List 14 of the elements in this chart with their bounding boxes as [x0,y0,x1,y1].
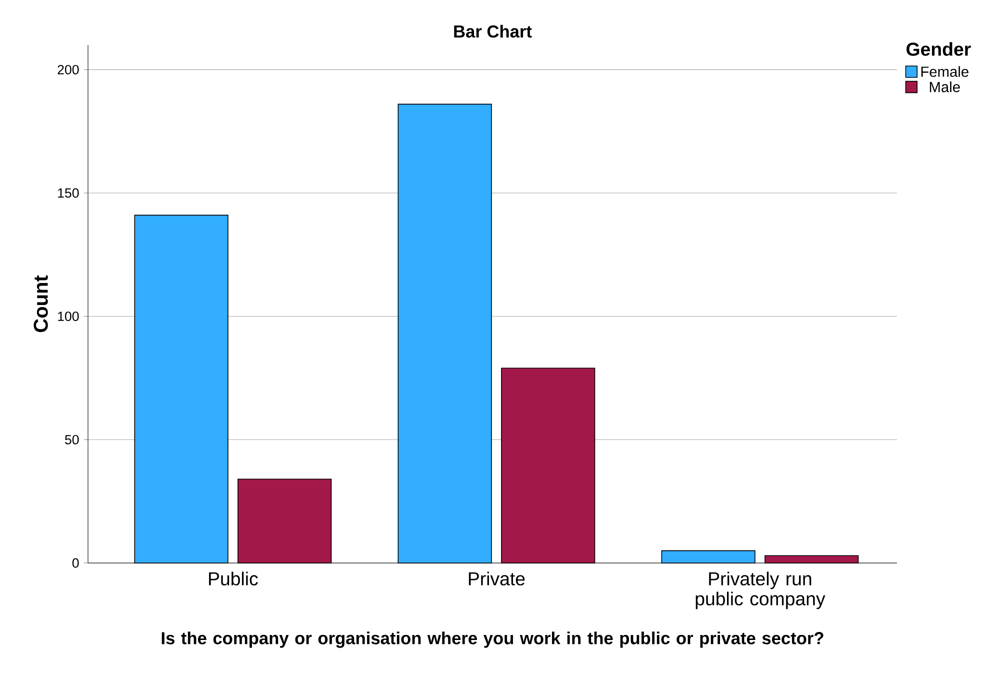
y-tick-label: 200 [58,64,79,74]
x-axis-title: Is the company or organisation where you work in the public or private sector? [162,632,824,648]
x-tick-label: Private [468,572,525,586]
x-tick-label: Privately run public company [696,572,826,610]
y-tick-label: 0 [72,558,79,568]
y-tick-label: 100 [58,312,79,322]
y-tick-label: 50 [65,434,79,444]
x-tick-label: Public [209,572,258,586]
legend-label: Male [930,81,960,92]
y-tick-label: 150 [58,188,79,198]
legend-label: Female [921,66,968,77]
legend-title: Gender [906,42,971,56]
y-axis-title: Count [34,275,48,332]
chart-title: Bar Chart [454,24,532,38]
